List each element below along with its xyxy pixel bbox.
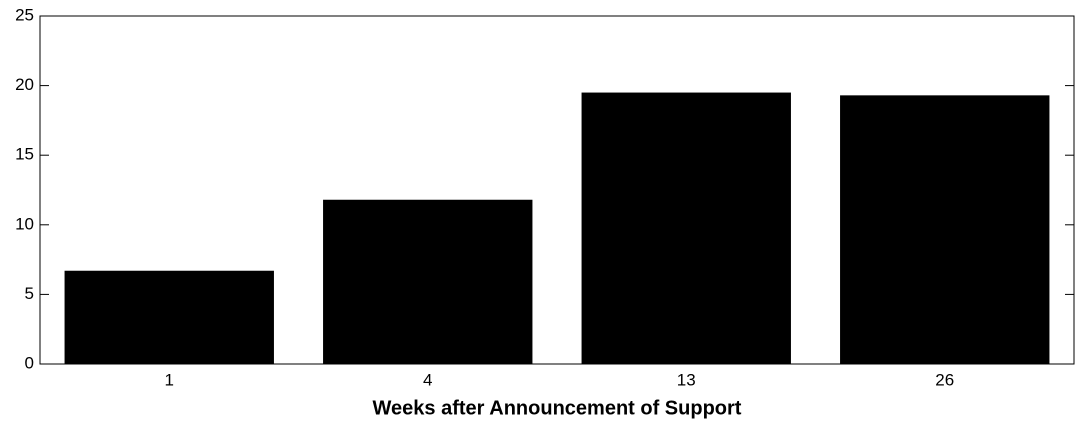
x-tick-label: 1: [165, 370, 174, 389]
x-tick-label: 4: [423, 370, 432, 389]
y-tick-label: 20: [15, 75, 34, 94]
bar: [840, 95, 1050, 365]
bar: [323, 199, 533, 364]
x-tick-label: 13: [677, 370, 696, 389]
y-tick-label: 5: [25, 284, 34, 303]
y-tick-label: 10: [15, 214, 34, 233]
bar: [64, 270, 274, 364]
x-axis-title: Weeks after Announcement of Support: [373, 397, 742, 419]
y-tick-label: 0: [25, 353, 34, 372]
bar: [581, 92, 791, 364]
y-tick-label: 15: [15, 145, 34, 164]
x-tick-label: 26: [935, 370, 954, 389]
y-tick-label: 25: [15, 5, 34, 24]
